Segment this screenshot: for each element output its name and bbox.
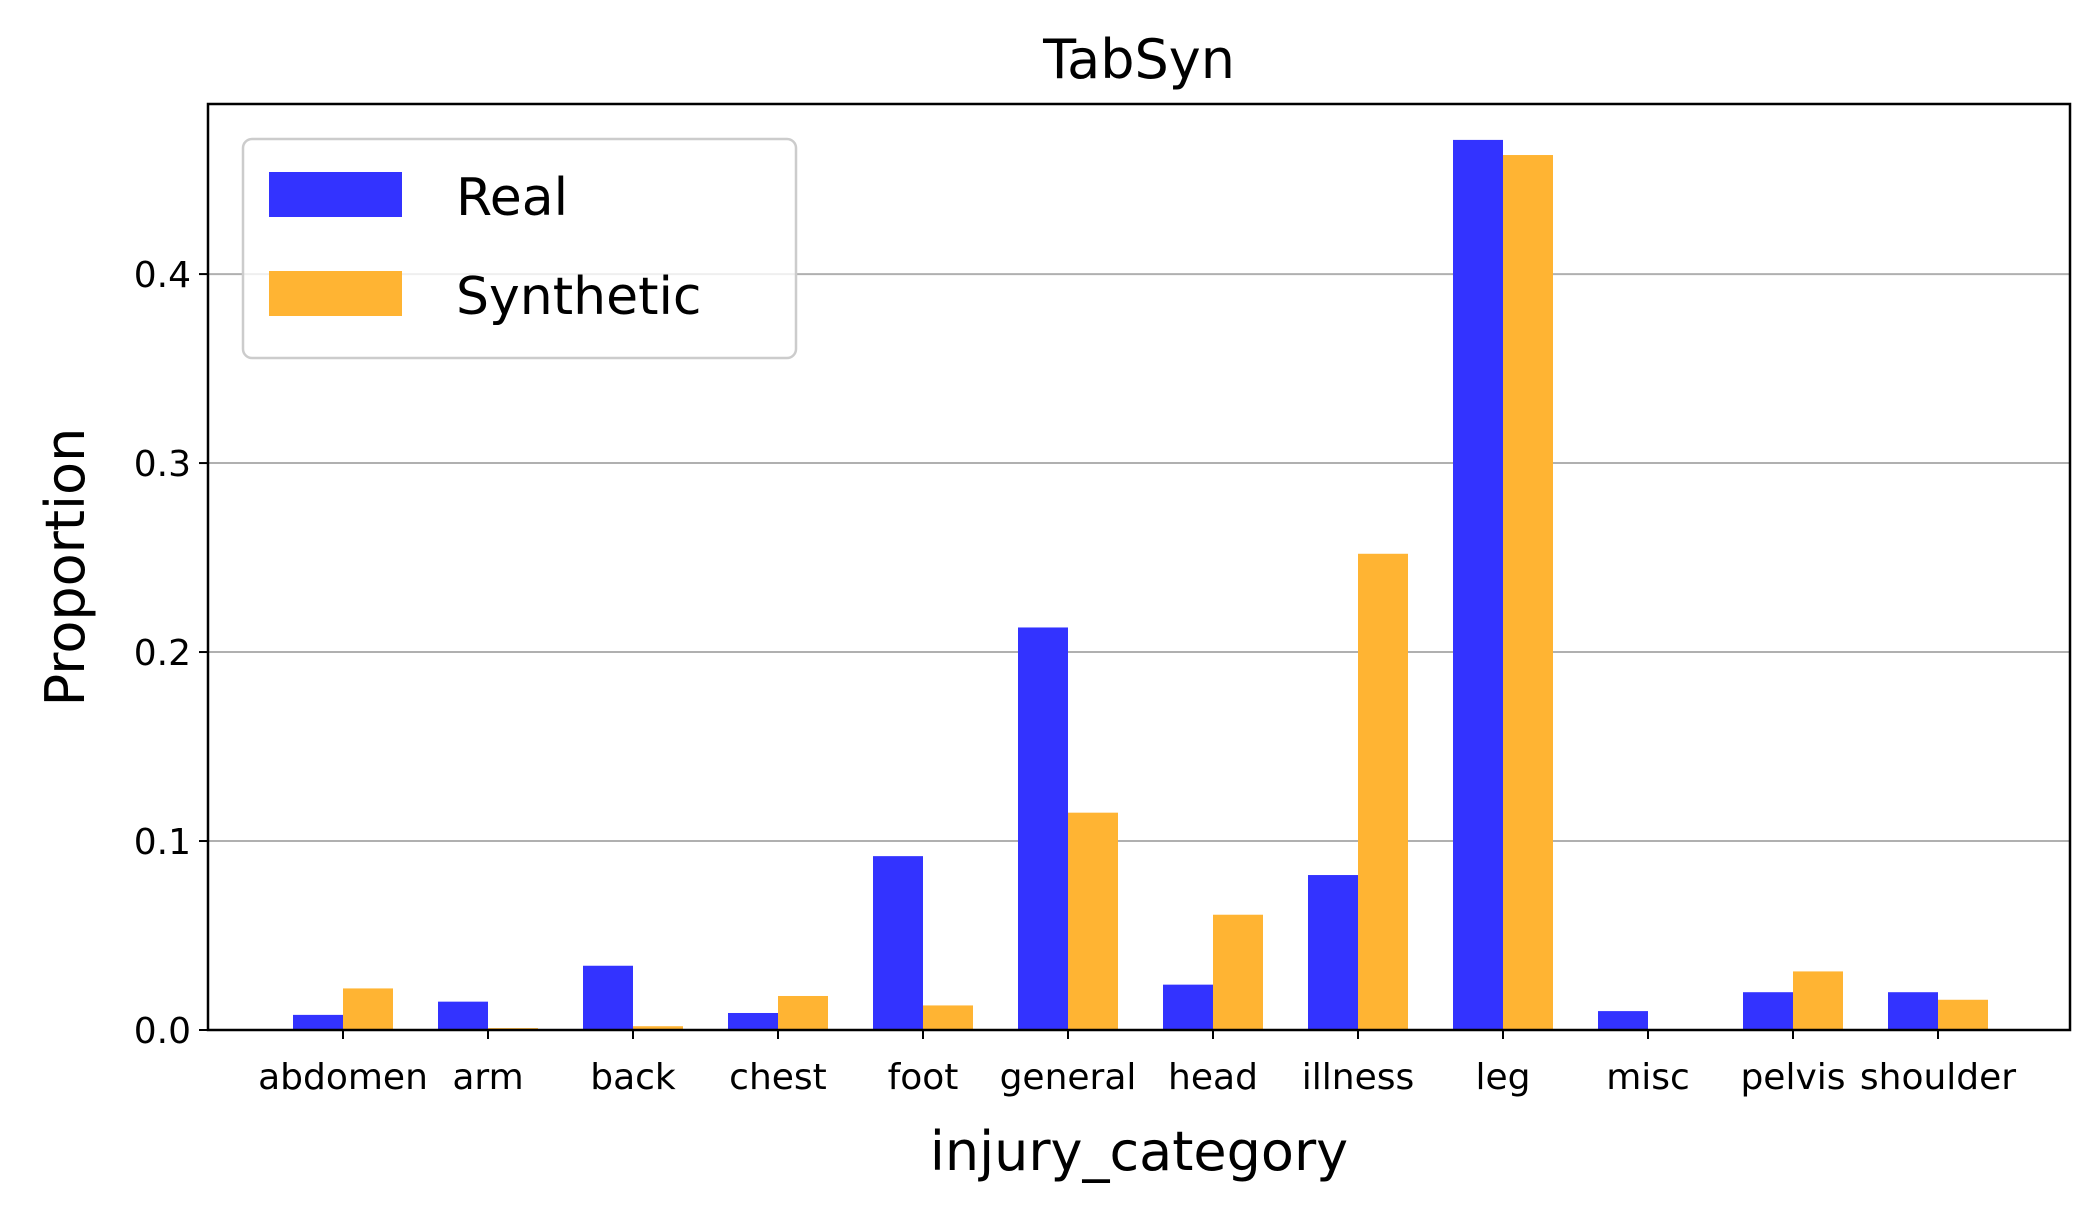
bar-synthetic-chest — [778, 995, 828, 1030]
bar-real-chest — [728, 1012, 778, 1030]
bar-synthetic-leg — [1503, 155, 1553, 1031]
x-tick-label: leg — [1475, 1057, 1530, 1098]
bar-synthetic-head — [1213, 914, 1263, 1030]
bar-synthetic-pelvis — [1793, 971, 1843, 1030]
bar-real-head — [1163, 984, 1213, 1030]
x-tick-label: misc — [1606, 1057, 1690, 1098]
bar-synthetic-back — [633, 1026, 683, 1030]
x-axis-ticks: abdomen arm back chest foot general head illnes… — [258, 1030, 2016, 1098]
bar-synthetic-abdomen — [343, 988, 393, 1030]
x-tick-label: abdomen — [258, 1057, 428, 1098]
bar-synthetic-foot — [923, 1005, 973, 1030]
y-tick-label: 0.3 — [134, 444, 191, 485]
x-tick-label: arm — [452, 1057, 523, 1098]
bar-real-leg — [1453, 139, 1503, 1030]
bar-synthetic-illness — [1358, 553, 1408, 1030]
bars — [293, 139, 1988, 1031]
legend-swatch-synthetic — [269, 271, 402, 316]
legend-swatch-real — [269, 172, 402, 217]
bar-real-illness — [1308, 875, 1358, 1030]
legend-label-real: Real — [456, 168, 568, 228]
x-tick-label: illness — [1302, 1057, 1414, 1098]
x-tick-label: back — [590, 1057, 676, 1098]
x-tick-label: pelvis — [1740, 1057, 1845, 1098]
y-tick-label: 0.4 — [134, 255, 191, 296]
bar-real-arm — [438, 1001, 488, 1030]
bar-real-misc — [1598, 1011, 1648, 1030]
y-tick-label: 0.0 — [134, 1011, 191, 1052]
bar-real-foot — [873, 856, 923, 1030]
bar-real-back — [583, 965, 633, 1030]
y-axis-ticks: 0.0 0.1 0.2 0.3 0.4 — [134, 255, 208, 1052]
legend-label-synthetic: Synthetic — [456, 267, 702, 327]
legend: Real Synthetic — [241, 137, 798, 360]
bar-synthetic-shoulder — [1938, 999, 1988, 1030]
plot-frame — [206, 102, 2072, 1032]
bar-real-pelvis — [1743, 992, 1793, 1030]
x-tick-label: head — [1168, 1057, 1258, 1098]
chart-title: TabSyn — [1042, 28, 1235, 91]
x-tick-label: foot — [888, 1057, 959, 1098]
x-tick-label: general — [1000, 1057, 1137, 1098]
y-tick-label: 0.1 — [134, 822, 191, 863]
bar-real-abdomen — [293, 1014, 343, 1030]
bar-real-shoulder — [1888, 992, 1938, 1030]
y-tick-label: 0.2 — [134, 633, 191, 674]
x-tick-label: chest — [729, 1057, 827, 1098]
x-tick-label: shoulder — [1860, 1057, 2016, 1098]
y-axis-label: Proportion — [34, 428, 97, 707]
x-axis-label: injury_category — [930, 1120, 1348, 1183]
bar-synthetic-general — [1068, 812, 1118, 1030]
bar-real-general — [1018, 627, 1068, 1030]
